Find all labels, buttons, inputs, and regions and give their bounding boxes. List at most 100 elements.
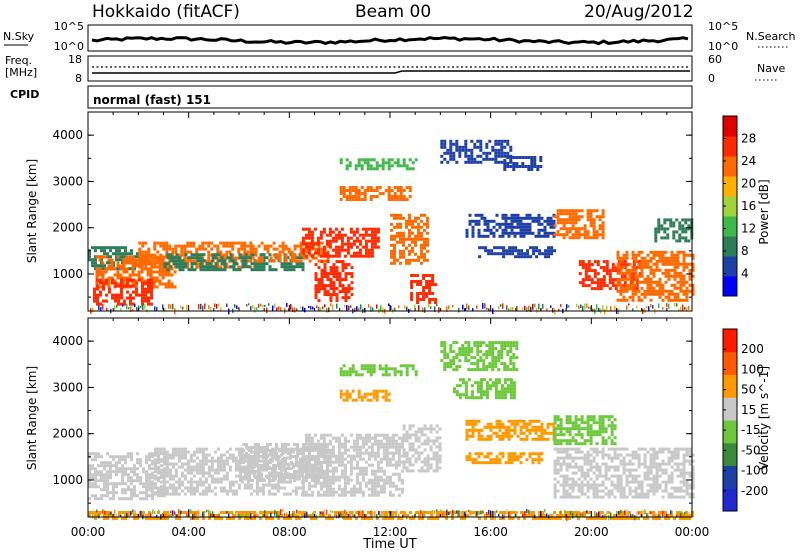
heatmap-cell — [552, 307, 554, 313]
heatmap-cell — [646, 277, 650, 281]
heatmap-cell — [183, 492, 187, 496]
heatmap-cell — [127, 476, 130, 480]
heatmap-cell — [531, 461, 535, 465]
heatmap-cell — [225, 459, 229, 463]
heatmap-cell — [449, 365, 453, 369]
heatmap-cell — [506, 151, 510, 155]
heatmap-cell — [519, 461, 523, 465]
heatmap-cell — [601, 424, 605, 428]
heatmap-cell — [556, 415, 560, 419]
heatmap-cell — [301, 236, 305, 240]
heatmap-cell — [586, 209, 590, 213]
heatmap-cell — [263, 446, 266, 449]
heatmap-cell — [495, 461, 499, 465]
heatmap-cell — [388, 303, 390, 306]
heatmap-cell — [109, 473, 112, 477]
heatmap-cell — [138, 293, 141, 297]
heatmap-cell — [128, 258, 132, 262]
heatmap-cell — [516, 434, 520, 438]
heatmap-cell — [307, 436, 311, 440]
heatmap-cell — [341, 269, 345, 273]
heatmap-cell — [419, 292, 423, 295]
heatmap-cell — [691, 268, 695, 272]
heatmap-cell — [402, 216, 405, 220]
heatmap-cell — [317, 259, 321, 263]
heatmap-cell — [605, 284, 609, 288]
heatmap-cell — [488, 387, 492, 391]
heatmap-cell — [384, 161, 388, 165]
heatmap-cell — [257, 256, 261, 260]
heatmap-cell — [243, 483, 247, 487]
heatmap-cell — [393, 255, 396, 259]
heatmap-cell — [601, 230, 605, 234]
heatmap-cell — [476, 305, 478, 309]
heatmap-cell — [278, 476, 281, 479]
heatmap-cell — [133, 494, 136, 498]
heatmap-cell — [361, 236, 365, 240]
heatmap-cell — [467, 396, 471, 400]
freq-right-label: Nave — [757, 62, 785, 75]
heatmap-cell — [242, 470, 245, 473]
heatmap-cell — [464, 341, 468, 345]
heatmap-cell — [350, 305, 352, 308]
heatmap-cell — [240, 450, 244, 454]
heatmap-cell — [485, 142, 489, 146]
heatmap-cell — [296, 446, 299, 449]
heatmap-cell — [293, 470, 296, 473]
heatmap-cell — [684, 307, 686, 310]
heatmap-cell — [494, 396, 498, 400]
heatmap-cell — [402, 195, 406, 198]
heatmap-cell — [512, 390, 516, 394]
heatmap-cell — [108, 290, 111, 294]
heatmap-cell — [204, 303, 206, 310]
heatmap-cell — [145, 470, 148, 474]
heatmap-cell — [338, 278, 342, 282]
heatmap-cell — [486, 425, 490, 429]
heatmap-cell — [473, 368, 477, 372]
heatmap-cell — [278, 244, 282, 248]
heatmap-cell — [283, 262, 287, 266]
heatmap-cell — [201, 474, 205, 478]
heatmap-cell — [405, 469, 409, 473]
heatmap-cell — [153, 486, 157, 490]
heatmap-cell — [180, 480, 184, 484]
heatmap-cell — [351, 186, 355, 189]
heatmap-cell — [667, 274, 671, 278]
heatmap-cell — [234, 492, 238, 496]
heatmap-cell — [583, 421, 587, 425]
heatmap-cell — [414, 219, 417, 223]
heatmap-cell — [474, 222, 478, 226]
heatmap-cell — [286, 265, 290, 269]
heatmap-cell — [149, 267, 153, 271]
heatmap-cell — [402, 237, 405, 241]
heatmap-cell — [553, 233, 557, 237]
heatmap-cell — [157, 467, 160, 471]
heatmap-cell — [190, 262, 194, 266]
heatmap-cell — [420, 243, 423, 247]
heatmap-cell — [156, 459, 160, 463]
heatmap-cell — [500, 390, 504, 394]
heatmap-cell — [510, 428, 514, 432]
heatmap-cell — [634, 277, 638, 281]
heatmap-cell — [164, 255, 168, 259]
heatmap-cell — [420, 213, 423, 217]
heatmap-cell — [398, 305, 400, 309]
heatmap-cell — [372, 395, 376, 399]
heatmap-cell — [658, 289, 662, 293]
heatmap-cell — [397, 451, 401, 455]
heatmap-cell — [340, 475, 344, 479]
heatmap-cell — [301, 463, 305, 467]
heatmap-cell — [373, 490, 377, 494]
heatmap-cell — [228, 447, 232, 451]
heatmap-cell — [494, 139, 498, 143]
heatmap-cell — [278, 461, 281, 464]
heatmap-cell — [512, 356, 516, 360]
heatmap-cell — [329, 299, 333, 303]
heatmap-cell — [113, 273, 117, 277]
heatmap-cell — [411, 222, 414, 226]
heatmap-cell — [316, 490, 320, 494]
heatmap-cell — [93, 296, 96, 300]
heatmap-cell — [638, 272, 642, 276]
heatmap-cell — [661, 298, 665, 302]
heatmap-cell — [586, 427, 590, 431]
